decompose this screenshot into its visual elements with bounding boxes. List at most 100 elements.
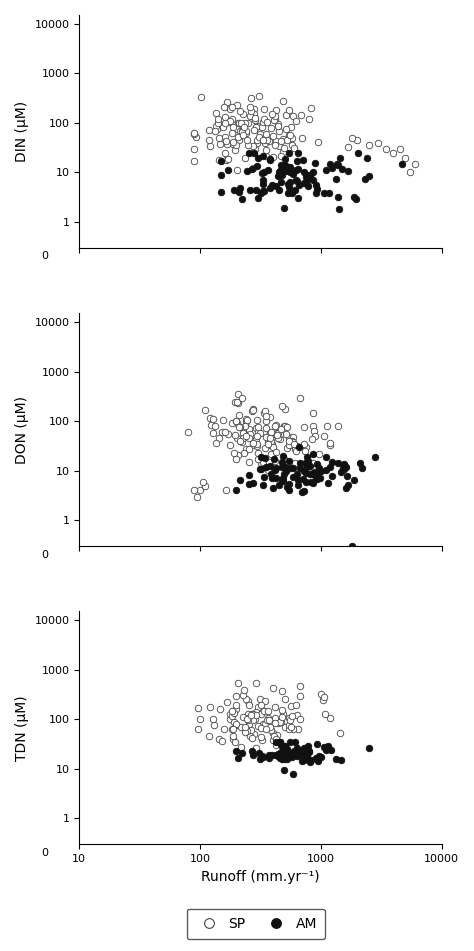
Point bbox=[277, 745, 284, 760]
Point bbox=[324, 476, 332, 491]
Point bbox=[258, 702, 265, 717]
Point bbox=[282, 426, 290, 441]
Point bbox=[252, 432, 260, 447]
Point bbox=[302, 175, 310, 190]
Point bbox=[342, 480, 350, 495]
Point bbox=[314, 753, 321, 768]
Point bbox=[233, 97, 241, 112]
Point bbox=[292, 113, 300, 128]
Point bbox=[227, 102, 234, 117]
Point bbox=[264, 434, 272, 449]
Point bbox=[248, 403, 256, 418]
Point bbox=[272, 417, 280, 433]
Point bbox=[310, 465, 317, 480]
Point bbox=[267, 121, 274, 136]
Point bbox=[230, 445, 238, 460]
Point bbox=[300, 152, 307, 167]
Point bbox=[344, 477, 351, 493]
Point bbox=[280, 448, 287, 463]
Point bbox=[272, 134, 280, 149]
Point bbox=[274, 168, 282, 184]
Point bbox=[300, 750, 307, 766]
Point bbox=[265, 133, 273, 148]
Point bbox=[287, 698, 295, 713]
Point bbox=[254, 718, 262, 733]
Point bbox=[246, 146, 253, 161]
Point bbox=[411, 156, 419, 171]
Point bbox=[315, 748, 322, 764]
Point bbox=[270, 446, 277, 461]
Point bbox=[243, 412, 251, 427]
Point bbox=[256, 461, 264, 476]
Point bbox=[383, 141, 390, 156]
Point bbox=[303, 742, 310, 757]
Point bbox=[274, 748, 282, 764]
Point bbox=[239, 430, 247, 445]
Point bbox=[306, 754, 314, 769]
Point bbox=[232, 716, 240, 731]
Point bbox=[287, 734, 294, 749]
Point bbox=[328, 454, 336, 469]
Point bbox=[272, 737, 279, 752]
Point bbox=[194, 722, 202, 737]
Point bbox=[309, 456, 317, 471]
Point bbox=[266, 409, 273, 424]
Point bbox=[353, 132, 361, 147]
Point bbox=[287, 127, 294, 143]
Point bbox=[259, 455, 267, 470]
Point bbox=[279, 707, 286, 722]
Point bbox=[271, 453, 278, 468]
Point bbox=[256, 126, 264, 142]
Point bbox=[219, 118, 227, 133]
Point bbox=[340, 456, 348, 471]
Point bbox=[275, 182, 283, 197]
Point bbox=[286, 460, 293, 476]
Point bbox=[264, 114, 271, 129]
Point bbox=[228, 416, 236, 431]
Point bbox=[302, 456, 310, 471]
Text: 0: 0 bbox=[42, 848, 48, 858]
Point bbox=[233, 416, 240, 431]
Point bbox=[258, 165, 266, 181]
Point bbox=[296, 391, 304, 406]
Point bbox=[312, 750, 320, 766]
Point bbox=[244, 723, 252, 738]
Point bbox=[277, 133, 285, 148]
Point bbox=[191, 142, 198, 157]
Point bbox=[279, 459, 286, 475]
Point bbox=[257, 185, 264, 201]
Point bbox=[272, 747, 280, 763]
Point bbox=[234, 121, 241, 136]
Point bbox=[269, 426, 277, 441]
Point bbox=[279, 131, 287, 146]
Point bbox=[365, 740, 373, 755]
Point bbox=[254, 190, 262, 205]
Point bbox=[263, 413, 270, 428]
Point bbox=[288, 749, 296, 765]
Point bbox=[272, 418, 279, 434]
Point bbox=[236, 433, 244, 448]
Point bbox=[295, 177, 303, 192]
Point bbox=[276, 426, 283, 441]
Point bbox=[242, 720, 249, 735]
Point bbox=[244, 115, 252, 130]
Point bbox=[274, 715, 282, 730]
Point bbox=[279, 93, 287, 108]
Point bbox=[243, 711, 251, 727]
Point bbox=[275, 477, 283, 493]
Point bbox=[293, 741, 301, 756]
Point bbox=[293, 153, 301, 168]
Point bbox=[320, 185, 328, 201]
Point bbox=[327, 436, 334, 451]
Point bbox=[193, 489, 201, 504]
Point bbox=[231, 714, 238, 729]
Point bbox=[312, 177, 319, 192]
Point bbox=[247, 708, 255, 723]
Point bbox=[242, 441, 250, 456]
Point bbox=[293, 438, 301, 454]
Point bbox=[295, 721, 302, 736]
Point bbox=[234, 675, 242, 690]
Point bbox=[296, 679, 304, 694]
Point bbox=[234, 395, 242, 410]
Point bbox=[232, 138, 240, 153]
